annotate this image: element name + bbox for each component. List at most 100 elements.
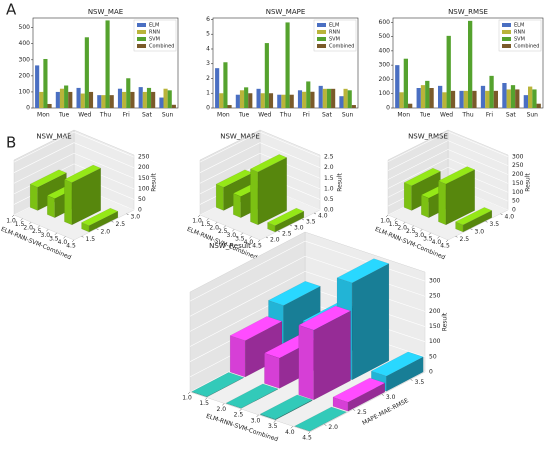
grid-line bbox=[73, 152, 135, 179]
x-tick-label: Fri bbox=[486, 112, 493, 119]
x-tick-label: Thu bbox=[461, 112, 473, 119]
y-tick-label: 2.5 bbox=[357, 409, 367, 416]
grid-line bbox=[387, 149, 449, 180]
x-tick bbox=[71, 239, 75, 243]
y-tick-label: 2.5 bbox=[282, 231, 292, 238]
bar-face bbox=[191, 372, 245, 397]
x-tick-label: Fri bbox=[303, 112, 310, 119]
bar bbox=[130, 91, 135, 108]
y-tick-label: 0 bbox=[26, 105, 30, 112]
z-tick-label: 2.5 bbox=[324, 154, 334, 161]
x-tick-label: 3.0 bbox=[251, 417, 261, 424]
bar bbox=[532, 89, 537, 108]
grid-line bbox=[73, 131, 135, 158]
bar bbox=[489, 75, 494, 108]
x-tick-label: Mon bbox=[397, 112, 410, 119]
bar-face bbox=[229, 335, 246, 378]
x-tick-label: 1.0 bbox=[6, 218, 16, 225]
bar bbox=[84, 37, 89, 108]
bar bbox=[285, 22, 290, 108]
x-tick-label: Wed bbox=[258, 112, 271, 119]
z-axis-label: Result bbox=[525, 173, 532, 192]
bar bbox=[146, 87, 152, 108]
y-tick-label: 3.0 bbox=[475, 228, 485, 235]
x-tick bbox=[307, 431, 311, 435]
x-tick-label: Sun bbox=[342, 112, 354, 119]
bar bbox=[105, 20, 110, 109]
grid-line bbox=[304, 240, 426, 282]
x-tick-label: 4.5 bbox=[302, 435, 312, 442]
legend-swatch bbox=[137, 30, 146, 34]
bar bbox=[167, 90, 172, 108]
bar-face bbox=[268, 281, 321, 306]
y-tick-label: 5 bbox=[206, 31, 210, 38]
grid-line bbox=[189, 255, 306, 317]
x-tick-label: 3.5 bbox=[268, 423, 278, 430]
bar bbox=[235, 94, 240, 108]
y-tick-label: 3.5 bbox=[415, 379, 425, 386]
z-tick-label: 200 bbox=[429, 308, 441, 315]
bar-3d bbox=[225, 383, 279, 409]
y-tick bbox=[126, 213, 129, 215]
bar bbox=[408, 103, 413, 108]
bar bbox=[39, 91, 44, 108]
bar bbox=[138, 87, 143, 108]
legend-swatch bbox=[137, 37, 146, 41]
bar bbox=[35, 65, 40, 108]
bar bbox=[171, 104, 176, 108]
bar bbox=[256, 88, 261, 108]
z-tick-label: 0.5 bbox=[324, 196, 334, 203]
bar bbox=[510, 85, 516, 108]
x-tick bbox=[385, 214, 389, 218]
z-tick-label: 50 bbox=[429, 353, 437, 360]
bar-3d bbox=[438, 166, 476, 226]
bar bbox=[122, 91, 127, 108]
z-tick-label: 200 bbox=[138, 164, 150, 171]
x-tick-label: 4.5 bbox=[66, 243, 76, 250]
x-tick bbox=[197, 214, 201, 218]
grid-line bbox=[199, 142, 261, 173]
x-tick-label: Wed bbox=[440, 112, 453, 119]
bar bbox=[459, 90, 464, 108]
bar-face bbox=[298, 324, 314, 401]
y-tick bbox=[81, 236, 84, 238]
bar bbox=[395, 65, 400, 108]
y-tick-label: 2.0 bbox=[270, 237, 280, 244]
z-tick-label: 50 bbox=[138, 196, 146, 203]
x-tick-label: 2.5 bbox=[32, 228, 42, 235]
z-tick-label: 0 bbox=[512, 207, 516, 214]
y-tick bbox=[500, 213, 503, 215]
bar-face bbox=[29, 183, 38, 211]
bar bbox=[472, 90, 477, 108]
z-axis-label: Result bbox=[151, 173, 158, 192]
bar bbox=[339, 96, 344, 108]
bar-3d bbox=[64, 164, 102, 226]
bar bbox=[159, 97, 164, 108]
bar bbox=[109, 95, 114, 108]
bar-face bbox=[215, 183, 224, 211]
x-tick-label: 3.5 bbox=[235, 235, 245, 242]
x-tick-label: Tue bbox=[58, 112, 70, 119]
bar bbox=[97, 95, 102, 108]
panel-label: B bbox=[6, 134, 16, 152]
x-tick-label: 2.0 bbox=[209, 225, 219, 232]
y-tick-label: 400 bbox=[379, 47, 391, 54]
x-tick-label: 3.0 bbox=[41, 232, 51, 239]
bar bbox=[438, 85, 443, 108]
bar bbox=[302, 91, 307, 108]
x-tick bbox=[273, 420, 276, 423]
legend-label: ELM bbox=[514, 23, 524, 29]
x-tick bbox=[437, 236, 440, 239]
x-tick-label: 4.0 bbox=[244, 239, 254, 246]
bar bbox=[68, 91, 73, 108]
bar bbox=[76, 87, 81, 108]
x-tick-label: 1.5 bbox=[389, 221, 399, 228]
x-tick bbox=[402, 221, 406, 225]
y-tick-label: 2.5 bbox=[460, 236, 470, 243]
chart-title: NSW_MAE bbox=[36, 133, 71, 141]
y-tick-label: 500 bbox=[19, 24, 31, 31]
x-tick-label: 3.0 bbox=[415, 232, 425, 239]
x-tick-label: 1.5 bbox=[15, 221, 25, 228]
grid-line bbox=[73, 163, 135, 190]
x-tick-label: 1.0 bbox=[192, 218, 202, 225]
